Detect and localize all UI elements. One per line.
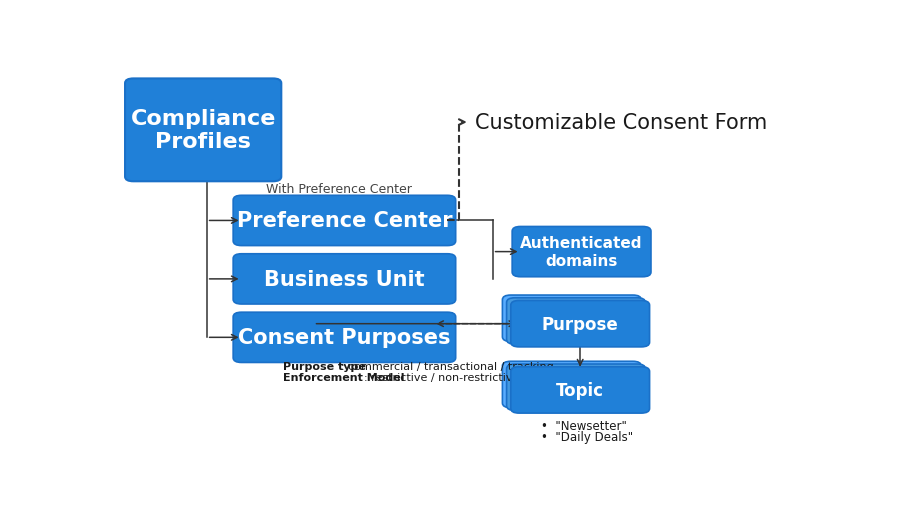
Text: •  "Daily Deals": • "Daily Deals" (542, 430, 634, 443)
FancyBboxPatch shape (511, 301, 650, 347)
Text: : restrictive / non-restrictive / disabled: : restrictive / non-restrictive / disabl… (364, 373, 577, 382)
FancyBboxPatch shape (511, 367, 650, 413)
FancyBboxPatch shape (507, 364, 645, 411)
Text: Compliance
Profiles: Compliance Profiles (130, 109, 276, 152)
Text: With Preference Center: With Preference Center (266, 183, 412, 196)
FancyBboxPatch shape (502, 362, 641, 408)
FancyBboxPatch shape (125, 79, 282, 182)
Text: Business Unit: Business Unit (264, 269, 425, 289)
Text: Preference Center: Preference Center (237, 211, 452, 231)
Text: Enforcement Model: Enforcement Model (284, 373, 405, 382)
Text: Customizable Consent Form: Customizable Consent Form (474, 113, 767, 133)
Text: Topic: Topic (556, 381, 604, 399)
FancyBboxPatch shape (233, 196, 455, 246)
Text: Authenticated
domains: Authenticated domains (520, 236, 643, 268)
FancyBboxPatch shape (512, 227, 651, 277)
Text: : commercial / transactional / tracking: : commercial / transactional / tracking (340, 361, 554, 371)
Text: Purpose type: Purpose type (284, 361, 366, 371)
FancyBboxPatch shape (233, 313, 455, 363)
FancyBboxPatch shape (502, 295, 641, 342)
Text: •  "Newsetter": • "Newsetter" (542, 420, 627, 433)
FancyBboxPatch shape (233, 254, 455, 305)
Text: Consent Purposes: Consent Purposes (238, 328, 451, 347)
Text: Purpose: Purpose (542, 315, 618, 333)
FancyBboxPatch shape (507, 298, 645, 344)
